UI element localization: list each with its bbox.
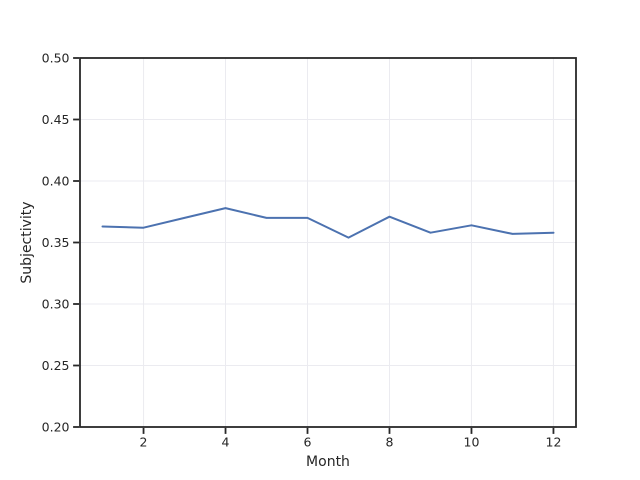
series-layer: [101, 207, 555, 239]
y-tick-label: 0.30: [42, 296, 70, 311]
y-tick-label: 0.25: [42, 358, 70, 373]
x-axis-label: Month: [306, 454, 350, 470]
data-line-subjectivity: [101, 207, 555, 239]
axes-spines: [79, 57, 577, 428]
grid-layer: [80, 57, 576, 428]
y-tick-label: 0.45: [42, 112, 70, 127]
x-tick-label: 2: [140, 435, 148, 450]
tick-label-layer: 2 4 6 8 10 12 0.20 0.25 0.30 0.35 0.40 0.45 0.50: [42, 50, 562, 449]
axes-layer: [73, 57, 577, 434]
y-tick-label: 0.50: [42, 50, 70, 65]
y-axis-label: Subjectivity: [19, 201, 35, 283]
y-tick-label: 0.40: [42, 173, 70, 188]
y-tick-label: 0.35: [42, 235, 70, 250]
y-tick-label: 0.20: [42, 419, 70, 434]
x-tick-label: 4: [222, 435, 230, 450]
x-tick-label: 10: [464, 435, 480, 450]
x-tick-label: 8: [386, 435, 394, 450]
x-tick-label: 6: [304, 435, 312, 450]
x-tick-label: 12: [546, 435, 562, 450]
